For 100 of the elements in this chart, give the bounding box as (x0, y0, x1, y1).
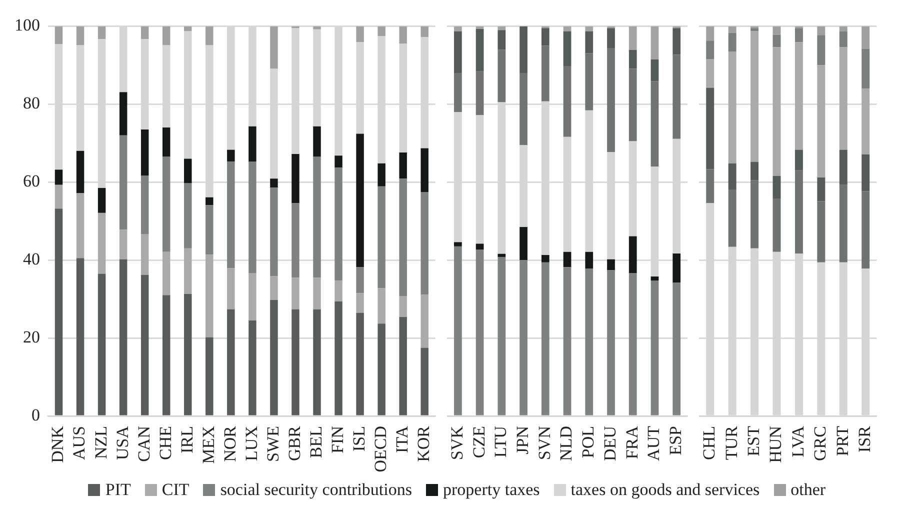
bar (54, 208, 63, 416)
bar (454, 31, 462, 73)
bar (672, 28, 681, 55)
legend-label: CIT (160, 480, 190, 500)
x-tick-label: HUN (766, 426, 786, 463)
x-tick-label: DNK (48, 425, 68, 463)
x-tick-label: ESP (666, 426, 686, 456)
bar (772, 26, 781, 35)
bar (162, 295, 170, 416)
bar (399, 26, 407, 44)
y-tick-label: 0 (32, 405, 40, 424)
y-tick-label: 80 (23, 94, 40, 113)
bar (817, 26, 826, 36)
bar (728, 32, 736, 52)
bar (420, 148, 428, 192)
bar (607, 270, 615, 416)
bar (420, 294, 428, 348)
y-tick-label: 60 (23, 172, 40, 191)
bar (628, 26, 637, 50)
bar (227, 150, 235, 162)
bar (862, 191, 870, 269)
bar (628, 236, 637, 273)
x-tick-label: NLD (556, 426, 576, 461)
y-tick-label: 40 (23, 250, 40, 269)
bar (270, 178, 278, 188)
bar (356, 293, 364, 313)
bar (184, 158, 192, 184)
bar (356, 312, 364, 416)
x-tick-label: LVA (788, 425, 808, 458)
bar (140, 234, 149, 275)
bar (270, 276, 278, 300)
bar (607, 259, 615, 270)
bar (270, 300, 278, 416)
x-tick-label: EST (744, 425, 763, 456)
bar (206, 26, 214, 46)
bar (454, 26, 462, 32)
bar (140, 26, 149, 40)
bar (206, 337, 214, 416)
x-tick-label: SVN (534, 426, 554, 460)
x-tick-label: LTU (491, 426, 510, 458)
bar (98, 188, 106, 213)
x-tick-label: FIN (328, 426, 347, 454)
bar (76, 150, 84, 194)
bar (541, 255, 550, 262)
x-tick-label: SVK (447, 425, 466, 460)
bar (313, 156, 321, 278)
bar (184, 183, 192, 248)
bar (672, 253, 681, 283)
bar (206, 197, 214, 206)
bar (399, 178, 407, 296)
bar (162, 252, 170, 296)
bar (750, 162, 759, 180)
bar (184, 26, 192, 32)
bar (399, 296, 407, 317)
bar (292, 309, 300, 416)
bar (270, 188, 278, 276)
bar (476, 250, 484, 416)
bar (607, 48, 615, 152)
bar (817, 201, 826, 262)
bar (98, 212, 106, 274)
bar (563, 31, 572, 66)
x-tick-label: OECD (371, 426, 390, 472)
bar (728, 52, 736, 164)
bar (227, 268, 235, 310)
bar (794, 28, 803, 42)
bar (206, 254, 214, 338)
bar (498, 50, 506, 102)
bar (750, 31, 759, 162)
bar (378, 186, 386, 288)
bar (706, 26, 714, 41)
bar (140, 129, 149, 176)
bar (628, 68, 637, 142)
bar (672, 282, 681, 416)
bar (248, 272, 256, 320)
x-tick-label: AUS (70, 426, 89, 460)
bar (585, 31, 594, 54)
bar (628, 272, 637, 416)
bar (313, 278, 321, 310)
bar (563, 66, 572, 137)
x-tick-label: SWE (263, 426, 282, 462)
y-tick-label: 20 (23, 328, 40, 347)
bar (706, 40, 714, 59)
bar (650, 81, 659, 167)
bar (706, 58, 714, 88)
x-tick-label: KOR (414, 425, 434, 462)
bar (119, 135, 128, 230)
bar (420, 192, 428, 295)
bar (772, 47, 781, 176)
bar (563, 267, 572, 416)
bar (334, 301, 342, 416)
bar (585, 26, 594, 32)
x-tick-label: ISR (855, 425, 874, 452)
bar (334, 168, 342, 281)
x-tick-label: IRL (177, 426, 196, 454)
bar (206, 205, 214, 255)
bar (76, 258, 84, 416)
x-tick-label: BEL (306, 426, 326, 458)
bar (839, 26, 848, 32)
bar (541, 46, 550, 102)
bar (119, 92, 128, 136)
